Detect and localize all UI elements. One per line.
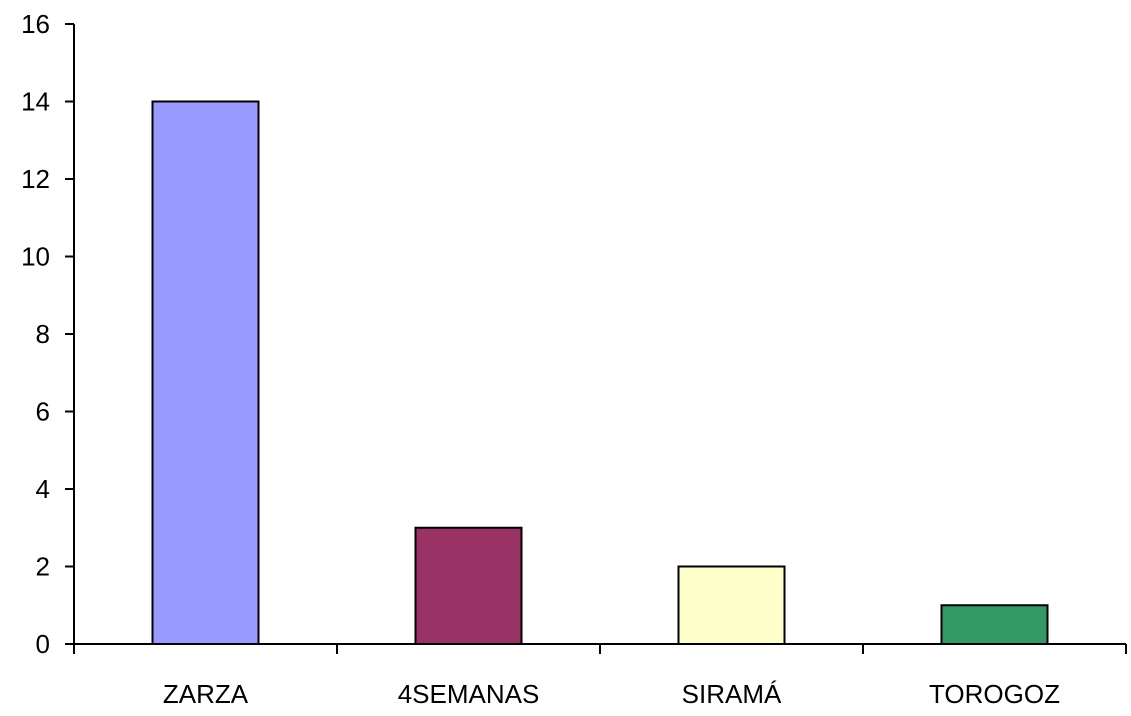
y-tick-label: 0 <box>36 629 50 659</box>
bar-zarza <box>151 100 260 645</box>
bars-group <box>151 100 1049 645</box>
x-category-label: ZARZA <box>163 679 249 709</box>
y-tick-label: 10 <box>21 242 50 272</box>
x-category-label: SIRAMÁ <box>682 679 782 709</box>
x-axis-ticks: ZARZA 4SEMANAS SIRAMÁ TOROGOZ <box>73 644 1127 709</box>
x-category-label: TOROGOZ <box>929 679 1060 709</box>
y-tick-label: 6 <box>36 397 50 427</box>
bar-siramá <box>677 565 786 645</box>
y-tick-label: 14 <box>21 87 50 117</box>
y-tick-label: 4 <box>36 474 50 504</box>
y-tick-label: 16 <box>21 9 50 39</box>
y-tick-label: 12 <box>21 164 50 194</box>
y-tick-label: 2 <box>36 552 50 582</box>
y-tick-label: 8 <box>36 319 50 349</box>
y-axis-ticks: 0 2 4 6 8 10 12 14 16 <box>21 9 74 659</box>
bar-4semanas <box>414 526 523 645</box>
x-category-label: 4SEMANAS <box>398 679 540 709</box>
bar-torogoz <box>940 604 1049 645</box>
